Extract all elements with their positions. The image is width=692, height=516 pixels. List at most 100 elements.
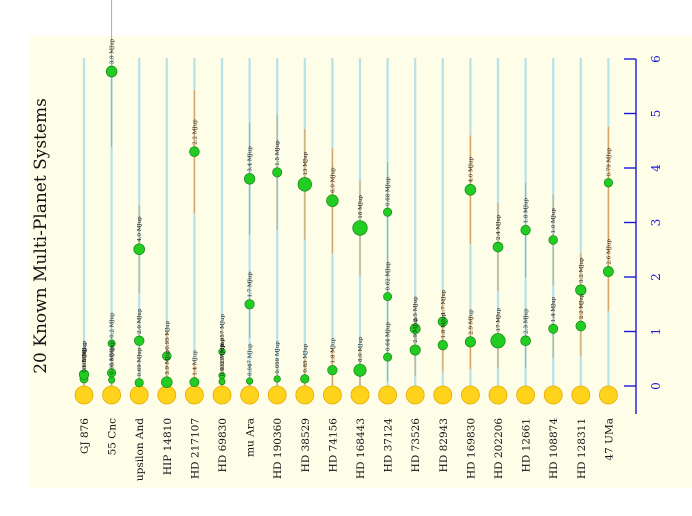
planet-marker — [244, 299, 255, 310]
planet-mass-label: 0.6 MJup — [82, 347, 88, 373]
planet-mass-label: 0.95 MJup — [165, 320, 171, 349]
planet-marker — [464, 184, 477, 196]
planet-mass-label: 0.64 MJup — [386, 322, 392, 351]
planet-mass-label: 3.9 MJup — [165, 349, 171, 375]
system-name-label: 55 Cnc — [107, 418, 119, 455]
planet-marker — [603, 178, 613, 188]
star-marker — [267, 385, 287, 405]
planet-marker — [437, 340, 448, 351]
star-marker — [102, 385, 121, 405]
planet-mass-label: 6.0 MJup — [330, 167, 336, 193]
planet-mass-label: 1.8 MJup — [441, 312, 447, 338]
planet-marker — [490, 333, 506, 349]
star-marker — [571, 385, 591, 405]
value-axis-tick-label: 0 — [649, 382, 663, 390]
planet-mass-label: 1.7 MJup — [441, 289, 447, 315]
planet-mass-label: 1.0 MJup — [551, 208, 557, 234]
star-marker — [488, 385, 508, 405]
planet-mass-label: 0.02 MJup — [82, 340, 88, 369]
planet-marker — [409, 344, 421, 356]
star-marker — [322, 385, 342, 405]
planet-marker — [603, 266, 614, 277]
planet-mass-label: 0.2 MJup — [110, 312, 116, 338]
planet-marker — [352, 220, 368, 236]
star-marker — [129, 385, 149, 405]
system-name-label: HD 69830 — [217, 418, 229, 472]
value-axis-tick-label: 3 — [649, 219, 663, 227]
planet-marker — [189, 377, 200, 388]
planet-mass-label: 4.0 MJup — [468, 156, 474, 182]
value-axis-tick-label: 2 — [649, 273, 663, 281]
planet-marker — [218, 372, 226, 380]
value-axis-tick-label: 5 — [649, 110, 663, 118]
planet-marker — [246, 377, 254, 385]
planet-mass-label: 0.03 MJup — [110, 345, 116, 374]
star-marker — [378, 385, 398, 405]
planet-mass-label: 0.032 MJup — [220, 344, 226, 377]
planet-mass-label: 0.057 MJup — [220, 313, 226, 346]
value-axis-tick-label: 4 — [649, 164, 663, 172]
value-axis-tick-label: 6 — [649, 55, 663, 63]
planet-marker — [189, 146, 200, 157]
planet-mass-label: 2.5 MJup — [413, 296, 419, 322]
planet-mass-label: 2.2 MJup — [192, 119, 198, 145]
planet-mass-label: 0.8 MJup — [110, 341, 116, 367]
planet-marker — [409, 323, 421, 335]
system-name-label: HD 38529 — [300, 418, 312, 472]
planet-marker — [353, 363, 367, 377]
planet-marker — [78, 369, 90, 380]
value-axis-tick-label: 1 — [649, 328, 663, 336]
planet-marker — [218, 348, 226, 356]
planet-mass-label: 2.3 MJup — [524, 308, 530, 334]
star-marker — [350, 385, 370, 405]
planet-marker — [218, 378, 226, 386]
planet-marker — [297, 177, 312, 192]
system-name-label: HD 37124 — [383, 418, 395, 473]
planet-mass-label: 13 MJup — [303, 151, 309, 175]
planet-mass-label: 1.7 MJup — [248, 272, 254, 298]
system-name-label: GJ 876 — [79, 418, 91, 454]
chart-title: 20 Known Multi-Planet Systems — [31, 98, 51, 374]
system-name-label: HD 73526 — [410, 418, 422, 473]
planet-marker — [108, 376, 116, 384]
planet-marker — [383, 292, 393, 302]
planet-marker — [548, 235, 558, 245]
planet-marker — [575, 320, 587, 332]
planet-mass-label: 1.4 MJup — [192, 350, 198, 376]
system-name-label: HD 190360 — [272, 418, 284, 479]
planet-marker — [134, 378, 144, 388]
planet-mass-label: 2.6 MJup — [606, 239, 612, 265]
system-name-label: HD 128311 — [576, 418, 588, 479]
planet-marker — [383, 352, 393, 362]
planet-marker — [520, 335, 531, 347]
star-marker — [543, 385, 563, 405]
planet-mass-label: 2.9 MJup — [413, 317, 419, 343]
system-name-label: HD 74156 — [327, 418, 339, 473]
planet-marker — [520, 225, 531, 236]
star-marker — [157, 385, 177, 405]
planet-mass-label: 4.0 MJup — [137, 216, 143, 242]
planet-marker — [272, 167, 283, 178]
planet-mass-label: 1.4 MJup — [551, 296, 557, 322]
star-marker — [240, 385, 260, 405]
system-name-label: mu Ara — [245, 418, 257, 457]
planet-mass-label: 0.047 MJup — [248, 343, 254, 376]
planet-mass-label: 18 MJup — [358, 195, 364, 219]
planet-mass-label: 1.5 MJup — [275, 140, 281, 166]
planet-mass-label: 1.9 MJup — [82, 342, 88, 368]
star-marker — [295, 385, 315, 405]
planet-marker — [107, 339, 116, 348]
planet-mass-label: 0.85 MJup — [303, 343, 309, 372]
planet-mass-label: 0.62 MJup — [386, 261, 392, 290]
star-marker — [184, 385, 204, 405]
planet-mass-label: 1.8 MJup — [524, 197, 530, 223]
planet-mass-label: 0.79 MJup — [606, 147, 612, 176]
star-marker — [433, 385, 453, 405]
planet-mass-label: 0.68 MJup — [386, 177, 392, 206]
planet-mass-label: 2.0 MJup — [137, 308, 143, 334]
system-name-label: HD 82943 — [438, 418, 450, 472]
planet-marker — [326, 194, 339, 207]
planet-mass-label: 3.9 MJup — [110, 38, 116, 64]
